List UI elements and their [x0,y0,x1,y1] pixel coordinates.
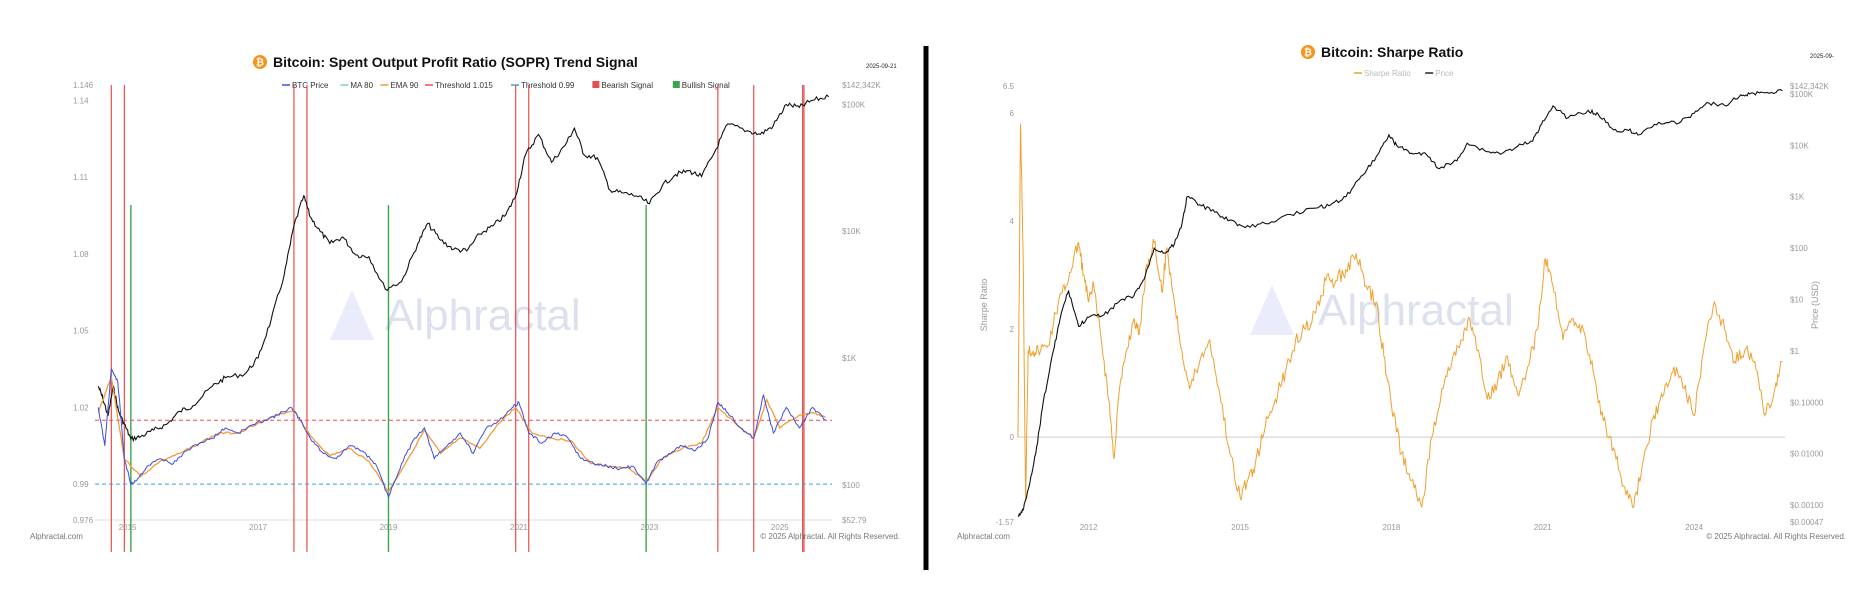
legend-label: Price [1435,69,1454,78]
date-label: 2025-09- [1810,54,1834,60]
watermark-text: Alphractal [385,291,581,340]
y-right-tick-label: $0.00047 [1790,518,1824,527]
legend-item: Bullish Signal [672,81,730,90]
y-right-tick-label: $100K [1790,90,1814,99]
y-right-tick-label: $0.00100 [1790,501,1824,510]
legend-label: Threshold 1.015 [435,81,493,90]
watermark-mark [1250,285,1294,335]
x-tick-label: 2024 [1685,523,1703,532]
y-left-tick-label: 2 [1010,325,1015,334]
x-tick-label: 2018 [1383,523,1401,532]
y-right-tick-label: $100 [1790,244,1808,253]
y-right-tick-label: $10K [1790,141,1809,150]
watermark-mark [330,290,374,340]
date-label: 2025-09-21 [866,64,897,70]
y-right-tick-label: $52.79 [842,516,867,525]
bitcoin-logo-icon-glyph: ₿ [1304,47,1312,59]
legend-item: Price [1425,69,1454,78]
legend-label: Bullish Signal [682,81,730,90]
y-right-tick-label: $100K [842,100,866,109]
legend-swatch [672,81,680,88]
y-left-tick-label: 4 [1010,217,1015,226]
footer-right: © 2025 Alphractal. All Rights Reserved. [760,532,900,541]
y-right-tick-label: $1K [1790,193,1805,202]
y-left-tick-label: 1.146 [73,81,94,90]
y-left-tick-label: 1.02 [73,403,89,412]
y-right-tick-label: $1 [1790,347,1799,356]
x-tick-label: 2012 [1080,523,1098,532]
x-tick-label: 2021 [1534,523,1552,532]
sopr-chart-panel: ₿ Bitcoin: Spent Output Profit Ratio (SOP… [30,54,900,552]
chart-title: Bitcoin: Sharpe Ratio [1321,44,1463,60]
y-right-tick-label: $0.01000 [1790,450,1824,459]
legend-label: BTC Price [292,81,329,90]
watermark-text: Alphractal [1318,286,1514,335]
legend-label: MA 80 [350,81,373,90]
legend-label: Sharpe Ratio [1364,69,1411,78]
legend-item: Threshold 1.015 [425,81,493,90]
footer-right: © 2025 Alphractal. All Rights Reserved. [1706,532,1846,541]
x-tick-label: 2015 [119,523,137,532]
x-tick-label: 2017 [249,523,267,532]
legend-item: Threshold 0.99 [511,81,575,90]
x-tick-label: 2023 [640,523,658,532]
y-right-tick-label: $10 [1790,296,1804,305]
legend-item: Bearish Signal [592,81,653,90]
legend-label: EMA 90 [390,81,419,90]
x-tick-label: 2025 [771,523,789,532]
sharpe-chart-panel: ₿ Bitcoin: Sharpe Ratio 2025-09- Sharpe Rat… [957,44,1846,541]
btc-price-line [97,94,830,443]
y-left-tick-label: 1.11 [73,173,89,182]
y-right-tick-label: $0.10000 [1790,398,1824,407]
footer-left: Alphractal.com [30,532,83,541]
x-tick-label: 2015 [1231,523,1249,532]
y-left-axis-label: Sharpe Ratio [979,279,989,332]
y-left-tick-label: 0.99 [73,480,89,489]
legend-item: EMA 90 [380,81,419,90]
y-right-tick-label: $142,342K [1790,82,1829,91]
y-right-tick-label: $100 [842,481,860,490]
y-right-tick-label: $142,342K [842,81,881,90]
chart-title: Bitcoin: Spent Output Profit Ratio (SOPR… [273,54,638,70]
legend-item: MA 80 [340,81,374,90]
y-right-tick-label: $10K [842,227,861,236]
watermark-logo-icon [1250,285,1294,335]
legend-item: Sharpe Ratio [1354,69,1411,78]
legend-swatch [592,81,600,88]
y-left-tick-label: 1.08 [73,250,89,259]
y-left-tick-label: 1.05 [73,327,89,336]
legend-item: BTC Price [282,81,329,90]
bitcoin-logo-icon [1301,45,1315,59]
y-left-tick-label: 0 [1010,433,1015,442]
y-right-axis-label: Price (USD) [1810,281,1820,329]
x-tick-label: 2021 [510,523,528,532]
y-left-tick-label: 0.976 [73,516,94,525]
y-left-tick-label: 6.5 [1003,82,1015,91]
y-right-tick-label: $1K [842,354,857,363]
legend-label: Threshold 0.99 [521,81,575,90]
y-left-tick-label: 1.14 [73,96,89,105]
watermark-logo-icon [330,290,374,340]
sopr-line [97,367,826,499]
price-line [1017,89,1783,517]
sharpe-ratio-line [1017,123,1783,509]
footer-left: Alphractal.com [957,532,1010,541]
y-left-tick-label: 6 [1010,109,1015,118]
bitcoin-logo-icon [253,55,267,69]
bitcoin-logo-icon-glyph: ₿ [256,57,264,69]
legend-label: Bearish Signal [601,81,653,90]
y-left-tick-label: -1.57 [996,518,1015,527]
